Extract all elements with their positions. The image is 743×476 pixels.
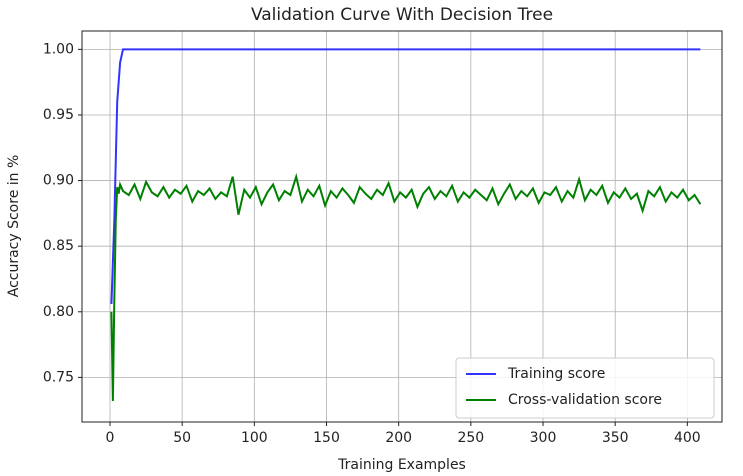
x-tick-label: 100 <box>241 430 268 446</box>
x-axis-label: Training Examples <box>337 457 466 473</box>
x-tick-label: 200 <box>385 430 412 446</box>
legend-label: Training score <box>507 366 605 382</box>
x-tick-label: 150 <box>313 430 340 446</box>
y-tick-label: 0.75 <box>43 369 74 385</box>
x-tick-label: 300 <box>530 430 557 446</box>
x-tick-label: 350 <box>602 430 629 446</box>
y-tick-label: 0.95 <box>43 107 74 123</box>
x-tick-label: 250 <box>457 430 484 446</box>
legend-label: Cross-validation score <box>508 392 662 408</box>
x-tick-label: 0 <box>106 430 115 446</box>
y-tick-label: 0.90 <box>43 173 74 189</box>
series-line <box>110 172 702 402</box>
x-tick-label: 400 <box>674 430 701 446</box>
y-tick-label: 1.00 <box>43 41 74 57</box>
y-tick-label: 0.80 <box>43 304 74 320</box>
plot-frame <box>81 30 723 423</box>
chart-title: Validation Curve With Decision Tree <box>251 5 553 25</box>
y-axis-label: Accuracy Score in % <box>6 155 22 298</box>
y-tick-label: 0.85 <box>43 238 74 254</box>
x-tick-label: 50 <box>173 430 191 446</box>
series-line <box>110 48 701 304</box>
legend-box <box>455 357 715 419</box>
